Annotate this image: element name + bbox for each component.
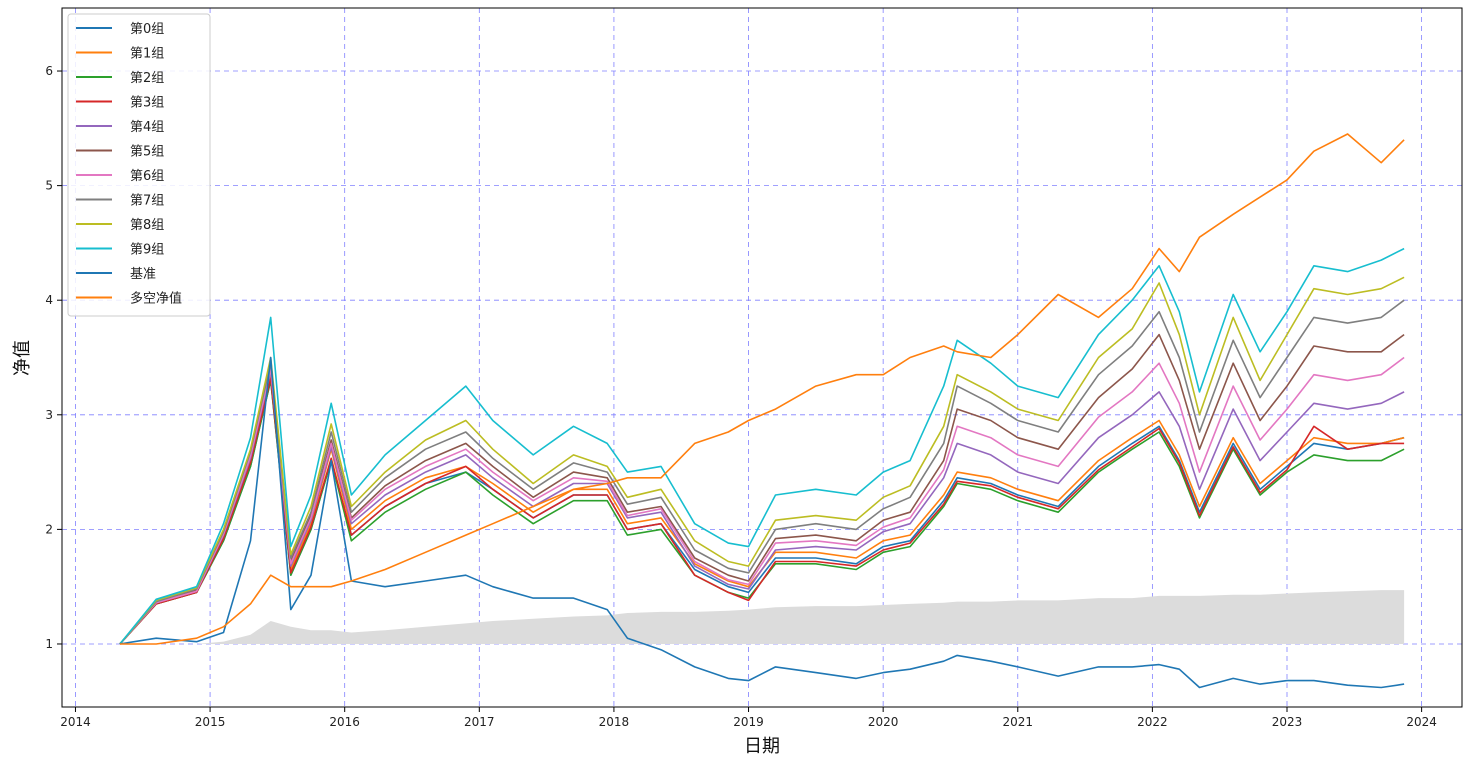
legend-label: 第7组 <box>130 194 164 209</box>
legend-label: 第3组 <box>130 96 164 111</box>
series-line-11 <box>119 133 1405 645</box>
plot-frame <box>61 7 1463 708</box>
x-tick-label: 2021 <box>1002 715 1033 729</box>
legend-label: 多空净值 <box>130 291 182 307</box>
y-tick-label: 4 <box>45 293 53 307</box>
x-tick-label: 2015 <box>195 715 226 729</box>
x-tick-label: 2022 <box>1137 715 1168 729</box>
legend-label: 基准 <box>130 267 156 282</box>
legend-box <box>67 13 211 317</box>
y-tick-label: 3 <box>45 408 53 422</box>
x-axis-ticks: 2014 2015 2016 2017 2018 2019 2020 2021 2022 2023… <box>60 707 1437 729</box>
fill-area-shape <box>119 590 1405 644</box>
series-line-7 <box>119 299 1405 645</box>
y-axis-title: 净值 <box>12 340 33 376</box>
y-tick-label: 6 <box>45 64 53 78</box>
series-line-9 <box>119 247 1405 645</box>
x-tick-label: 2024 <box>1406 715 1437 729</box>
series-line-10 <box>119 356 1405 689</box>
x-tick-label: 2019 <box>733 715 764 729</box>
x-tick-label: 2014 <box>60 715 91 729</box>
series-line-8 <box>119 276 1405 645</box>
legend-label: 第0组 <box>130 22 164 37</box>
y-tick-label: 1 <box>45 637 53 651</box>
legend-label: 第6组 <box>130 169 164 184</box>
series-line-3 <box>119 377 1405 645</box>
legend-label: 第1组 <box>130 47 164 62</box>
x-tick-label: 2018 <box>599 715 630 729</box>
y-tick-label: 2 <box>45 522 53 536</box>
x-tick-label: 2020 <box>868 715 899 729</box>
x-axis-title: 日期 <box>744 736 780 757</box>
legend-label: 第9组 <box>130 243 164 258</box>
x-tick-label: 2017 <box>464 715 495 729</box>
legend-label: 第5组 <box>130 145 164 160</box>
x-tick-label: 2016 <box>329 715 360 729</box>
benchmark-fill-area <box>119 590 1405 644</box>
legend-label: 第2组 <box>130 71 164 86</box>
y-axis-ticks: 1 2 3 4 5 6 <box>45 64 62 651</box>
x-tick-label: 2023 <box>1272 715 1303 729</box>
legend-label: 第4组 <box>130 120 164 135</box>
series-lines <box>119 133 1405 689</box>
legend-label: 第8组 <box>130 218 164 233</box>
y-tick-label: 5 <box>45 179 53 193</box>
series-line-6 <box>119 356 1405 645</box>
